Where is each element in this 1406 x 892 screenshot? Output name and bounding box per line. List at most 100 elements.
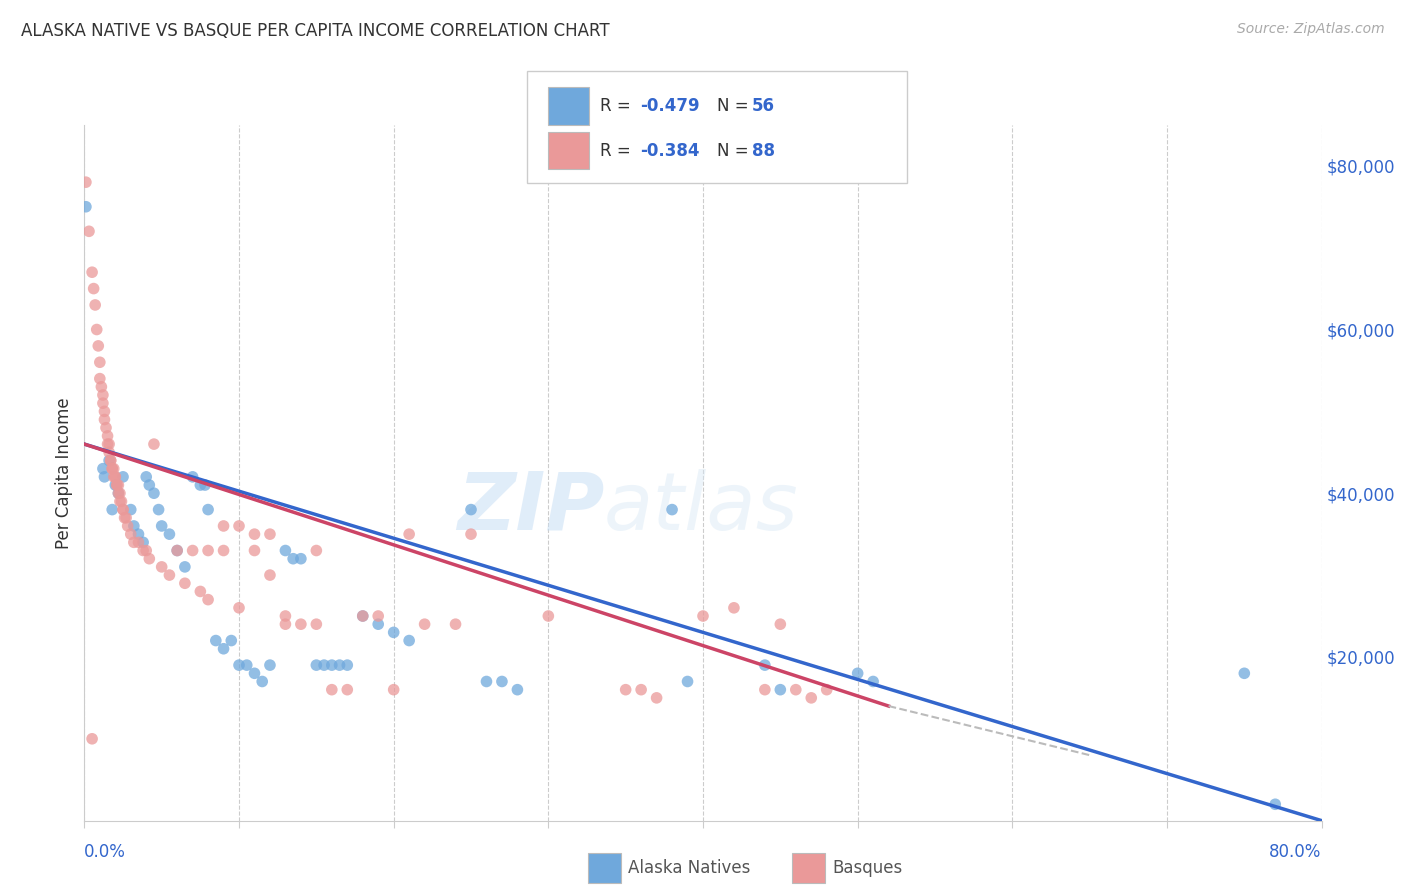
Point [197, 543, 219, 558]
Point [188, 584, 212, 599]
Point [305, 617, 328, 632]
Point [122, 535, 145, 549]
Point [100, 453, 122, 467]
Point [101, 461, 124, 475]
Point [274, 617, 297, 632]
Point [159, 527, 181, 541]
Point [212, 519, 235, 533]
Point [90, 380, 112, 394]
Point [754, 682, 776, 697]
Point [104, 470, 127, 484]
Point [352, 609, 374, 624]
Point [104, 478, 127, 492]
Point [506, 682, 529, 697]
Point [181, 470, 204, 484]
Point [290, 617, 312, 632]
Text: 88: 88 [752, 142, 775, 160]
Point [228, 658, 250, 673]
Point [75, 200, 97, 214]
Point [846, 666, 869, 681]
Point [382, 625, 405, 640]
Point [305, 658, 328, 673]
Point [101, 502, 124, 516]
Point [166, 543, 188, 558]
Point [398, 633, 420, 648]
Point [314, 658, 336, 673]
Point [100, 453, 122, 467]
Text: Source: ZipAtlas.com: Source: ZipAtlas.com [1237, 22, 1385, 37]
Point [112, 470, 135, 484]
Point [259, 568, 281, 582]
Point [614, 682, 637, 697]
Point [150, 560, 173, 574]
Point [117, 519, 139, 533]
Text: N =: N = [717, 142, 754, 160]
Point [228, 600, 250, 615]
Point [491, 674, 513, 689]
Point [77, 224, 100, 238]
Point [105, 478, 128, 492]
Point [148, 502, 170, 516]
Point [135, 543, 157, 558]
Point [159, 568, 181, 582]
Point [723, 600, 745, 615]
Point [128, 535, 150, 549]
Text: Alaska Natives: Alaska Natives [628, 859, 751, 877]
Point [112, 502, 135, 516]
Point [259, 658, 281, 673]
Point [336, 658, 359, 673]
Point [630, 682, 652, 697]
Point [143, 437, 166, 451]
Point [93, 470, 115, 484]
Point [82, 731, 104, 746]
Point [93, 412, 115, 426]
Point [398, 527, 420, 541]
Point [93, 404, 115, 418]
Text: ZIP: ZIP [457, 468, 605, 547]
Text: ALASKA NATIVE VS BASQUE PER CAPITA INCOME CORRELATION CHART: ALASKA NATIVE VS BASQUE PER CAPITA INCOM… [21, 22, 610, 40]
Text: R =: R = [600, 142, 637, 160]
Point [367, 617, 389, 632]
Point [274, 609, 297, 624]
Point [94, 421, 117, 435]
Y-axis label: Per Capita Income: Per Capita Income [55, 397, 73, 549]
Point [785, 682, 807, 697]
Point [460, 502, 482, 516]
Point [150, 519, 173, 533]
Point [82, 265, 104, 279]
Point [444, 617, 467, 632]
Point [103, 470, 125, 484]
Point [228, 519, 250, 533]
Point [83, 282, 105, 296]
Text: 56: 56 [752, 97, 775, 115]
Point [862, 674, 884, 689]
Point [259, 527, 281, 541]
Point [91, 396, 114, 410]
Text: -0.384: -0.384 [640, 142, 699, 160]
Point [236, 658, 259, 673]
Point [188, 478, 212, 492]
Point [112, 502, 135, 516]
Text: R =: R = [600, 97, 637, 115]
Point [138, 551, 160, 566]
Point [194, 478, 217, 492]
Point [475, 674, 498, 689]
Point [205, 633, 228, 648]
Point [75, 175, 97, 189]
Point [305, 543, 328, 558]
Point [91, 461, 114, 475]
Point [107, 486, 129, 500]
Point [283, 551, 305, 566]
Point [87, 339, 110, 353]
Point [460, 527, 482, 541]
Point [122, 519, 145, 533]
Point [105, 478, 128, 492]
Point [221, 633, 243, 648]
Point [815, 682, 838, 697]
Point [243, 527, 266, 541]
Point [537, 609, 560, 624]
Point [89, 355, 111, 369]
Point [86, 322, 108, 336]
Point [114, 510, 136, 524]
Point [166, 543, 188, 558]
